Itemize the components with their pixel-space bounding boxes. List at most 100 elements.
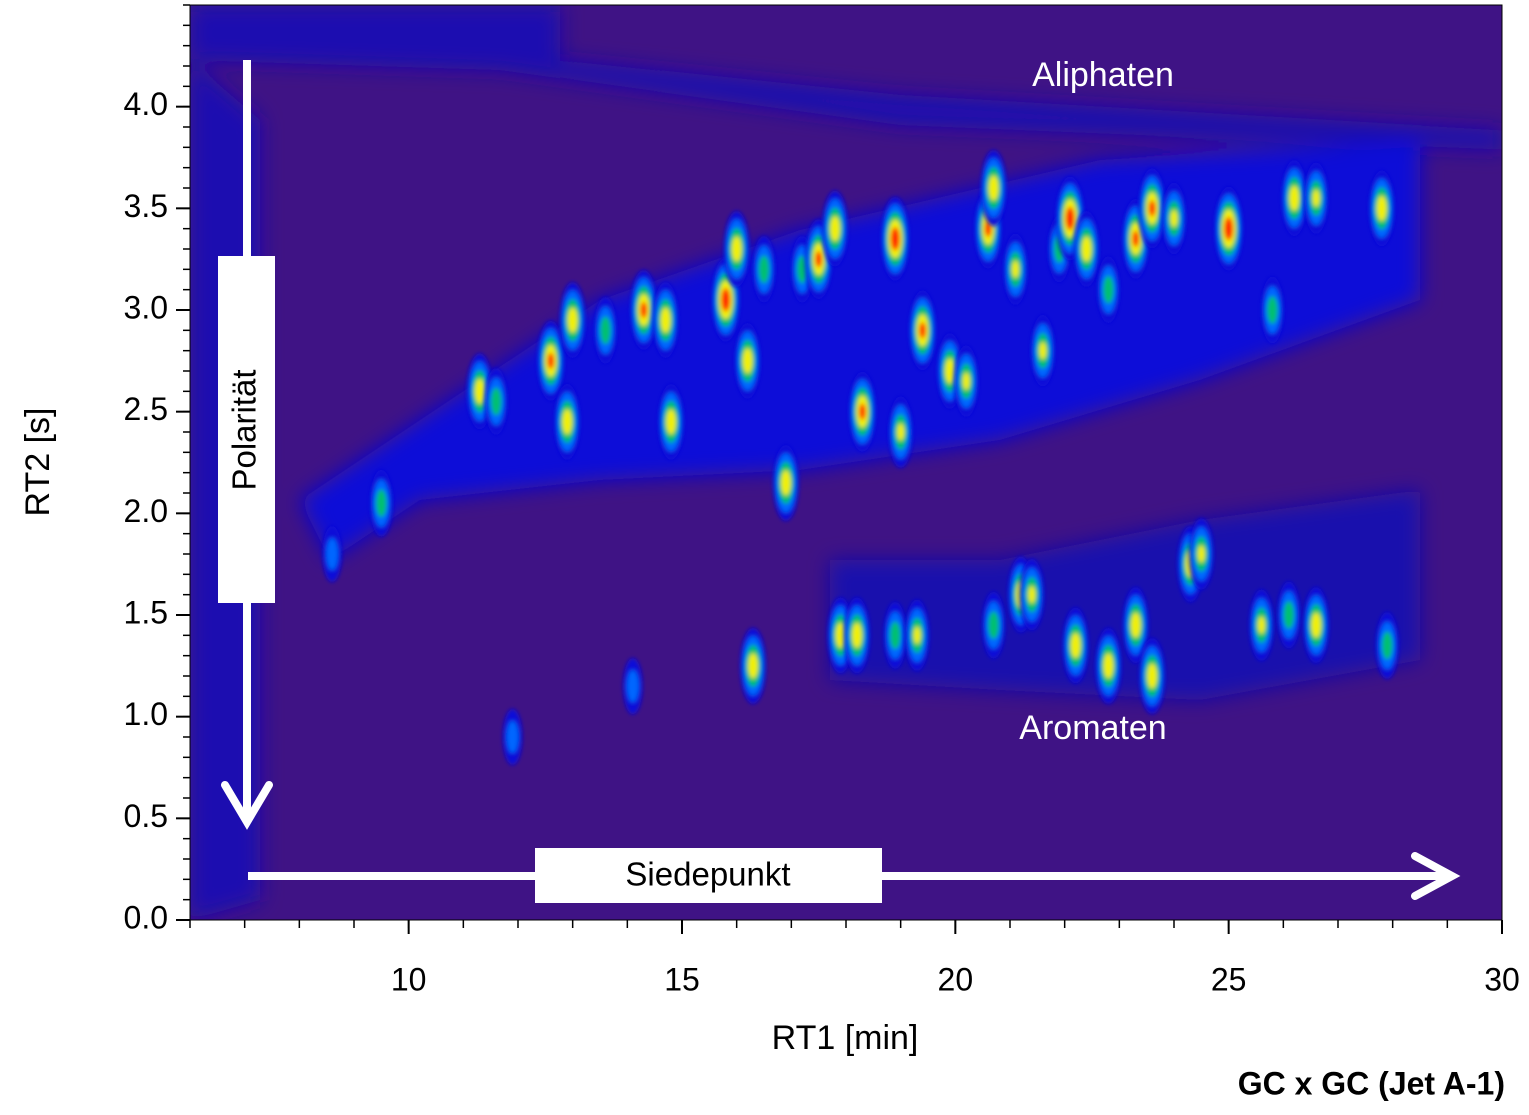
peak [772, 444, 799, 521]
caption: GC x GC (Jet A-1) [1238, 1065, 1505, 1101]
y-tick-label: 3.0 [124, 289, 168, 325]
peak [1281, 160, 1308, 237]
peak-contour [830, 216, 840, 242]
peak-contour [988, 611, 999, 639]
x-tick-label: 20 [938, 961, 974, 997]
peak-contour [815, 251, 822, 268]
peak [369, 469, 393, 537]
y-tick-label: 2.5 [124, 391, 168, 427]
x-axis-label: RT1 [min] [772, 1019, 919, 1057]
peak-contour [742, 348, 753, 374]
polarity-label: Polarität [226, 369, 263, 490]
peak [1003, 233, 1028, 306]
peak [908, 290, 937, 371]
peak-contour [1103, 653, 1114, 679]
peak [658, 383, 685, 460]
peak [1095, 627, 1122, 704]
peak [1161, 182, 1187, 255]
peak-contour [890, 227, 900, 251]
x-tick-label: 30 [1484, 961, 1520, 997]
boiling-arrow: Siedepunkt [248, 848, 1461, 903]
peak [734, 322, 761, 399]
peak [723, 211, 750, 287]
x-tick-label: 25 [1211, 961, 1247, 997]
peak [980, 150, 1007, 226]
peak [630, 269, 658, 351]
peak [1260, 276, 1284, 344]
plot-area [190, 5, 1502, 920]
aromatic-label: Aromaten [1019, 709, 1166, 747]
peak-contour [913, 626, 921, 644]
peak-contour [835, 622, 846, 648]
peak-contour [919, 322, 926, 339]
peak-contour [1028, 586, 1036, 604]
arrow-head [1411, 852, 1461, 900]
peak-contour [852, 622, 862, 648]
peak [953, 345, 979, 417]
y-axis-label: RT2 [s] [19, 408, 57, 517]
peak-contour [962, 372, 970, 390]
peak-contour [640, 301, 648, 319]
peak-contour [1070, 633, 1081, 658]
peak [652, 282, 679, 359]
peak [1214, 186, 1243, 271]
y-tick-label: 2.0 [124, 493, 168, 529]
peak [880, 196, 910, 281]
y-tick-label: 4.0 [124, 86, 168, 122]
peak-contour [567, 307, 578, 333]
boiling-label: Siedepunkt [625, 856, 790, 893]
peak-contour [1039, 342, 1047, 360]
peak [1189, 518, 1214, 590]
peak [466, 353, 493, 430]
peak [1303, 162, 1329, 234]
peak [1062, 607, 1089, 684]
peak-contour [1376, 195, 1387, 221]
peak [1249, 589, 1274, 661]
polarity-arrow: Polarität [218, 60, 275, 830]
y-tick-label: 1.5 [124, 594, 168, 630]
peak-contour [1197, 545, 1205, 563]
peak-contour [781, 470, 791, 496]
peak-contour [1312, 189, 1320, 207]
peak [974, 188, 1002, 269]
peak-contour [890, 621, 901, 650]
peak-contour [562, 409, 572, 435]
peak-contour [1283, 601, 1294, 629]
y-tick-label: 3.5 [124, 188, 168, 224]
peak-contour [1170, 209, 1178, 228]
peak-contour [506, 720, 519, 754]
peak [1277, 581, 1301, 649]
y-tick-label: 1.0 [124, 696, 168, 732]
peak-contour [1132, 230, 1140, 247]
peak-contour [859, 403, 866, 420]
peak [711, 257, 741, 342]
peak [554, 383, 581, 460]
y-tick-label: 0.5 [124, 798, 168, 834]
peak-contour [547, 352, 555, 369]
peak-contour [797, 255, 808, 284]
peak [1122, 587, 1149, 664]
peak-contour [945, 358, 955, 384]
x-tick-label: 15 [664, 961, 700, 997]
peak [623, 658, 643, 715]
aromatic-band [830, 490, 1420, 700]
x-tick-label: 10 [391, 961, 427, 997]
peak [1139, 638, 1166, 714]
arrow-head [221, 781, 273, 830]
peak [1375, 612, 1399, 679]
peak-contour [1311, 612, 1321, 638]
peak-contour [988, 175, 999, 201]
peak-contour [1267, 296, 1278, 324]
peak [1138, 168, 1166, 249]
peak [888, 396, 913, 468]
peak-contour [666, 409, 676, 435]
peak-contour [1224, 217, 1234, 241]
peak-contour [326, 537, 339, 571]
peak-contour [758, 255, 770, 284]
peak-contour [721, 288, 731, 312]
peak [740, 627, 767, 704]
peak-contour [1289, 185, 1300, 211]
peak [904, 599, 930, 672]
peaks [322, 150, 1399, 766]
axes: 10 15 20 25 30 0.0 0.5 1.0 1.5 2.0 2.5 3.0 3.5 4.0 [124, 4, 1520, 997]
